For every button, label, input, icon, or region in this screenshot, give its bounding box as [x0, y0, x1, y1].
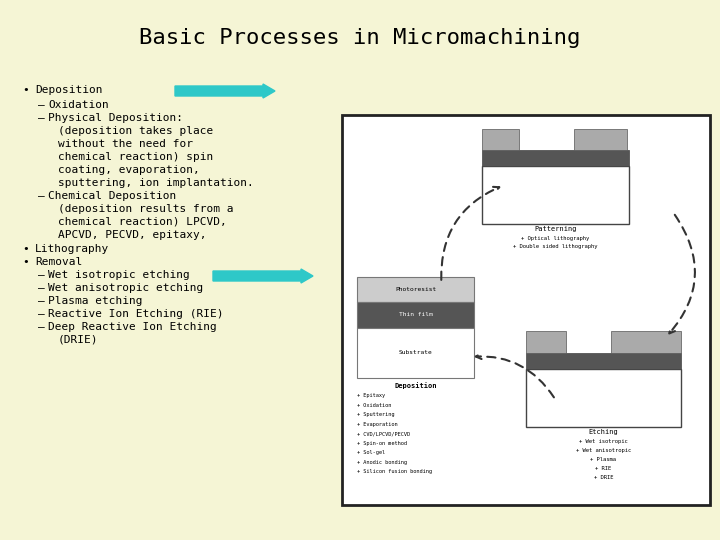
Text: + Sol-gel: + Sol-gel: [356, 450, 385, 455]
Text: chemical reaction) spin: chemical reaction) spin: [58, 152, 213, 162]
Text: + Oxidation: + Oxidation: [356, 403, 391, 408]
Text: + Silicon fusion bonding: + Silicon fusion bonding: [356, 469, 432, 474]
Text: –: –: [38, 309, 45, 319]
Text: Physical Deposition:: Physical Deposition:: [48, 113, 183, 123]
Text: •: •: [22, 257, 29, 267]
Text: –: –: [38, 113, 45, 123]
Text: Patterning: Patterning: [534, 226, 577, 232]
Text: (deposition takes place: (deposition takes place: [58, 126, 213, 136]
Text: + RIE: + RIE: [595, 466, 611, 471]
Bar: [526, 368, 680, 427]
Text: Basic Processes in Micromachining: Basic Processes in Micromachining: [139, 28, 581, 48]
Text: + DRIE: + DRIE: [593, 475, 613, 480]
Text: Chemical Deposition: Chemical Deposition: [48, 191, 176, 201]
Text: chemical reaction) LPCVD,: chemical reaction) LPCVD,: [58, 217, 227, 227]
Text: –: –: [38, 296, 45, 306]
Text: –: –: [38, 322, 45, 332]
FancyArrow shape: [175, 84, 275, 98]
Bar: [356, 277, 474, 302]
Bar: [342, 115, 710, 505]
Text: Photoresist: Photoresist: [395, 287, 436, 292]
Text: Thin film: Thin film: [399, 312, 433, 318]
Bar: [356, 302, 474, 328]
Text: Substrate: Substrate: [399, 350, 433, 355]
Text: •: •: [22, 85, 29, 95]
Text: Reactive Ion Etching (RIE): Reactive Ion Etching (RIE): [48, 309, 223, 319]
Text: + Epitaxy: + Epitaxy: [356, 393, 385, 399]
Text: + Plasma: + Plasma: [590, 457, 616, 462]
Bar: [482, 150, 629, 166]
Text: + Wet anisotropic: + Wet anisotropic: [576, 448, 631, 453]
Bar: [611, 332, 680, 353]
Text: + Double sided lithography: + Double sided lithography: [513, 244, 598, 249]
Text: + Anodic bonding: + Anodic bonding: [356, 460, 407, 465]
Text: + CVD/LPCVD/PECVD: + CVD/LPCVD/PECVD: [356, 431, 410, 436]
Bar: [482, 129, 518, 150]
Text: (deposition results from a: (deposition results from a: [58, 204, 233, 214]
Text: (DRIE): (DRIE): [58, 335, 99, 345]
Bar: [482, 166, 629, 224]
Text: coating, evaporation,: coating, evaporation,: [58, 165, 199, 175]
Text: + Spin-on method: + Spin-on method: [356, 441, 407, 446]
Text: Removal: Removal: [35, 257, 82, 267]
Text: Etching: Etching: [588, 429, 618, 435]
Text: without the need for: without the need for: [58, 139, 193, 149]
Text: Wet isotropic etching: Wet isotropic etching: [48, 270, 190, 280]
FancyArrow shape: [213, 269, 313, 283]
Text: + Wet isotropic: + Wet isotropic: [579, 439, 628, 444]
Text: Oxidation: Oxidation: [48, 100, 109, 110]
Text: Deposition: Deposition: [35, 85, 102, 95]
Text: •: •: [22, 244, 29, 254]
Bar: [526, 332, 566, 353]
Text: Deep Reactive Ion Etching: Deep Reactive Ion Etching: [48, 322, 217, 332]
Text: Deposition: Deposition: [395, 382, 437, 389]
Text: –: –: [38, 283, 45, 293]
Text: + Evaporation: + Evaporation: [356, 422, 397, 427]
Text: + Optical lithography: + Optical lithography: [521, 236, 590, 241]
Text: Lithography: Lithography: [35, 244, 109, 254]
Text: –: –: [38, 191, 45, 201]
Bar: [526, 353, 680, 368]
Text: Wet anisotropic etching: Wet anisotropic etching: [48, 283, 203, 293]
Bar: [574, 129, 627, 150]
Text: APCVD, PECVD, epitaxy,: APCVD, PECVD, epitaxy,: [58, 230, 207, 240]
Bar: [356, 328, 474, 378]
Text: sputtering, ion implantation.: sputtering, ion implantation.: [58, 178, 253, 188]
Text: –: –: [38, 100, 45, 110]
Text: Plasma etching: Plasma etching: [48, 296, 143, 306]
Text: –: –: [38, 270, 45, 280]
Text: + Sputtering: + Sputtering: [356, 412, 395, 417]
